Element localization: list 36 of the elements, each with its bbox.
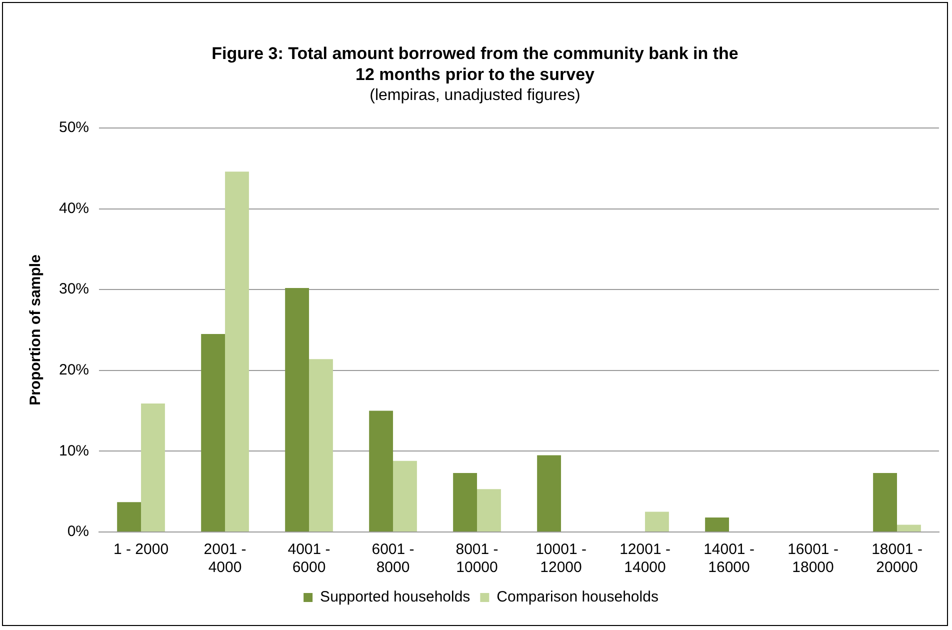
- x-tick-label: 6001 - 8000: [372, 541, 414, 576]
- chart-subtitle: (lempiras, unadjusted figures): [368, 86, 582, 106]
- bar: [645, 512, 669, 532]
- legend-label: Comparison households: [496, 588, 658, 606]
- x-tick-label: 2001 - 4000: [204, 541, 246, 576]
- bar: [309, 359, 333, 532]
- y-tick-label: 10%: [58, 442, 90, 460]
- x-tick-label: 10001 - 12000: [536, 541, 586, 576]
- bar: [393, 460, 417, 532]
- x-tick-label: 18001 - 20000: [872, 541, 922, 576]
- y-tick-label: 50%: [58, 119, 90, 136]
- bar: [897, 524, 921, 532]
- bar: [537, 455, 562, 532]
- bar: [477, 489, 501, 532]
- y-axis-title: Proportion of sample: [27, 254, 44, 406]
- x-tick-label: 12001 - 14000: [620, 541, 670, 576]
- bar: [225, 172, 249, 532]
- y-tick-label: 30%: [58, 280, 90, 298]
- bar: [201, 334, 226, 532]
- bar: [873, 473, 897, 532]
- x-tick-label: 4001 - 6000: [288, 541, 330, 576]
- y-tick-label: 20%: [58, 362, 90, 379]
- bar: [369, 410, 394, 532]
- bar: [117, 502, 142, 532]
- y-tick-label: 0%: [67, 523, 90, 540]
- bar: [141, 404, 165, 532]
- bar: [285, 288, 310, 532]
- bar: [705, 517, 730, 532]
- x-tick-label: 8001 - 10000: [456, 541, 498, 576]
- legend-label: Supported households: [320, 588, 470, 606]
- y-tick-label: 40%: [58, 200, 90, 217]
- bar: [453, 473, 478, 532]
- x-tick-label: 1 - 2000: [113, 541, 169, 558]
- x-tick-label: 14001 - 16000: [704, 541, 754, 576]
- chart-title: Figure 3: Total amount borrowed from the community bank in the 12 months prior to the survey: [210, 43, 740, 85]
- x-tick-label: 16001 - 18000: [788, 541, 838, 576]
